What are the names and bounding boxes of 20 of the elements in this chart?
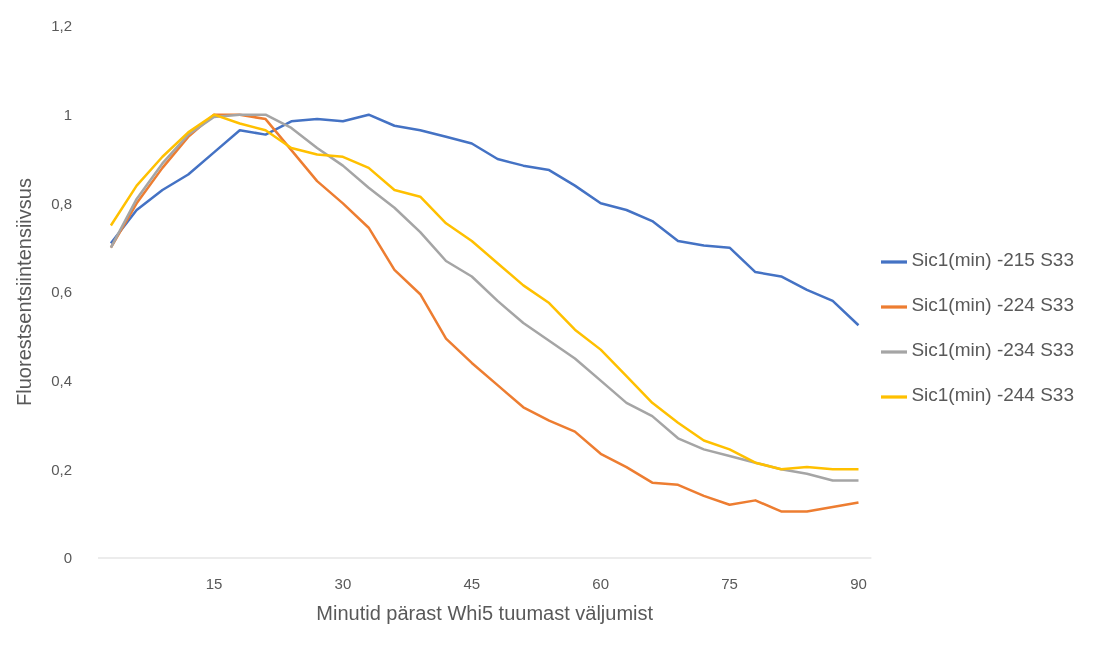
legend-label: Sic1(min) -244 S33 xyxy=(911,384,1074,405)
y-tick-label: 0,8 xyxy=(51,194,72,212)
legend-label: Sic1(min) -215 S33 xyxy=(911,249,1074,270)
x-tick-label: 30 xyxy=(334,574,352,592)
legend-label: Sic1(min) -224 S33 xyxy=(911,294,1074,315)
x-tick-label: 60 xyxy=(592,574,610,592)
line-series xyxy=(109,113,860,327)
y-axis-title: Fluorestsentsiintensiivsus xyxy=(13,178,36,406)
x-tick-label: 75 xyxy=(721,574,738,592)
y-tick-label: 0,4 xyxy=(51,371,72,389)
y-tick-label: 0,6 xyxy=(51,283,72,301)
x-tick-label: 90 xyxy=(850,574,867,592)
y-tick-label: 1,2 xyxy=(51,17,72,35)
y-tick-label: 0 xyxy=(63,549,72,567)
y-tick-label: 1 xyxy=(63,105,72,123)
legend-label: Sic1(min) -234 S33 xyxy=(911,339,1074,360)
x-tick-label: 45 xyxy=(463,574,481,592)
x-tick-label: 15 xyxy=(205,574,223,592)
x-axis-title: Minutid pärast Whi5 tuumast väljumist xyxy=(316,602,654,624)
y-tick-label: 0,2 xyxy=(51,460,72,478)
